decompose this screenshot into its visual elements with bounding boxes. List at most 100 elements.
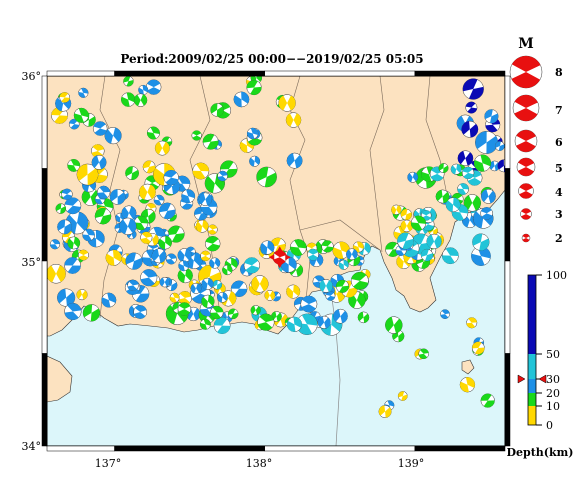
colorbar-frame	[527, 274, 537, 426]
event-1-11	[494, 141, 505, 151]
event-5-14	[271, 311, 282, 322]
frame-bar-top-1	[114, 70, 265, 77]
event-3-56	[96, 185, 111, 200]
event-3-86	[158, 235, 172, 250]
event-3-73	[177, 302, 192, 316]
event-3-68	[67, 236, 81, 250]
depth-marker-left-icon	[517, 374, 526, 384]
event-3-64	[121, 205, 137, 221]
highlight-event	[268, 246, 291, 269]
event-5-24	[227, 308, 239, 320]
event-3-81	[133, 215, 149, 231]
event-1-9	[484, 109, 499, 124]
event-4-35	[91, 154, 107, 170]
lat-label-36: 36°	[22, 70, 42, 83]
event-4-48	[138, 84, 149, 95]
event-5-51	[257, 313, 275, 331]
event-5-20	[222, 264, 233, 276]
event-4-1	[68, 118, 80, 130]
lat-label-35: 35°	[22, 256, 42, 269]
event-4-14	[120, 92, 136, 107]
event-4-16	[249, 155, 261, 167]
event-4-32	[154, 140, 170, 156]
frame-bar-left-2	[41, 260, 48, 354]
frame-bar-right-1	[504, 168, 511, 262]
event-0-17	[391, 204, 402, 215]
depth-band-deep	[528, 275, 536, 354]
izu-oshima	[461, 359, 475, 375]
event-2-31	[435, 189, 450, 204]
event-5-79	[217, 291, 228, 303]
mag-symbol-1	[512, 94, 540, 122]
highlight-mechanism	[272, 250, 288, 265]
event-5-75	[286, 316, 303, 332]
event-6-10	[471, 341, 485, 355]
frame-bar-right-2	[504, 260, 511, 354]
event-4-8	[91, 144, 105, 158]
event-6-11	[459, 377, 476, 393]
depth-band-0-10	[528, 406, 536, 425]
lon-label-137: 137°	[95, 457, 122, 470]
event-5-44	[357, 311, 370, 324]
depth-title: Depth(km)	[507, 446, 574, 459]
event-5-53	[205, 236, 221, 252]
event-1-10	[475, 130, 499, 154]
event-2-28	[471, 246, 491, 266]
event-4-27	[76, 163, 99, 186]
depth-band-20-30	[528, 379, 536, 393]
event-5-35	[333, 308, 348, 324]
event-4-36	[78, 87, 89, 98]
event-2-30	[420, 248, 434, 262]
depth-colorbar: 100 50 30 20 10 0 Depth(km)	[507, 269, 574, 459]
lon-label-138: 138°	[246, 457, 273, 470]
event-4-38	[73, 107, 89, 123]
event-4-7	[125, 166, 139, 181]
event-5-64	[289, 239, 307, 256]
frame-bar-bottom-0	[46, 445, 115, 452]
event-4-30	[278, 94, 296, 112]
highlight-arrow-s	[276, 262, 283, 269]
event-2-32	[461, 166, 475, 180]
frame-bar-top-0	[46, 70, 115, 77]
frame-bar-right-3	[504, 353, 511, 447]
event-2-17	[451, 204, 469, 221]
event-0-18	[400, 208, 413, 221]
event-5-50	[296, 313, 318, 335]
event-5-78	[338, 259, 349, 270]
event-5-60	[352, 241, 364, 253]
event-3-19	[47, 264, 66, 284]
mag-label-4: 4	[555, 186, 563, 199]
event-6-12	[466, 317, 478, 329]
event-5-55	[210, 305, 224, 320]
event-1-6	[465, 101, 478, 114]
depth-band-30-50	[528, 354, 536, 379]
period-title: Period:2009/02/25 00:00−−2019/02/25 05:0…	[120, 52, 423, 66]
mag-label-8: 8	[555, 66, 563, 79]
event-3-107	[125, 252, 143, 270]
event-1-3	[457, 150, 474, 167]
event-5-59	[201, 294, 215, 309]
event-3-18	[101, 292, 117, 308]
frame-bar-left-3	[41, 353, 48, 447]
event-3-80	[64, 302, 82, 321]
event-4-4	[67, 158, 81, 172]
event-4-40	[163, 169, 179, 186]
event-5-58	[212, 279, 223, 290]
trench-line	[329, 281, 341, 446]
event-3-105	[181, 189, 196, 204]
event-3-103	[178, 260, 190, 272]
event-3-108	[78, 249, 89, 261]
event-5-34	[209, 257, 221, 269]
event-2-39	[410, 215, 427, 231]
event-6-2	[440, 309, 450, 319]
event-1-4	[461, 120, 479, 138]
lon-label-139: 139°	[398, 457, 425, 470]
event-4-21	[202, 133, 219, 150]
event-5-3	[332, 241, 351, 260]
mag-label-7: 7	[555, 104, 563, 117]
frame-bar-left-0	[41, 75, 48, 169]
event-2-15	[463, 194, 481, 212]
event-3-60	[82, 228, 95, 242]
event-4-45	[233, 91, 250, 108]
